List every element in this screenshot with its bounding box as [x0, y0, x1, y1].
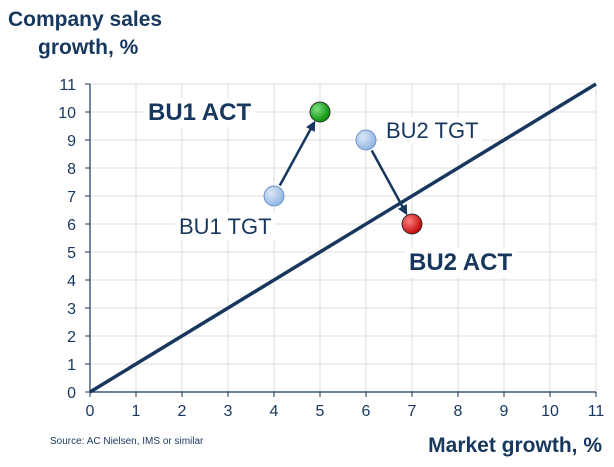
label-background: [175, 213, 276, 240]
x-tick-label: 6: [362, 403, 371, 420]
x-tick-label: 4: [270, 403, 279, 420]
y-tick-label: 2: [67, 329, 76, 346]
x-axis-title: Market growth, %: [428, 434, 602, 457]
y-tick-label: 6: [67, 217, 76, 234]
label-background: [405, 248, 517, 277]
y-tick-label: 1: [67, 357, 76, 374]
label-background: [382, 117, 483, 144]
y-tick-label: 10: [58, 105, 76, 122]
y-tick-label: 4: [67, 273, 76, 290]
point-bu1-tgt: [263, 185, 285, 207]
y-tick-label: 9: [67, 133, 76, 150]
x-tick-label: 2: [178, 403, 187, 420]
point-bu1-act: [309, 101, 331, 123]
x-tick-label: 9: [500, 403, 509, 420]
x-tick-label: 5: [316, 403, 325, 420]
axes: 0 1 2 3 4 5 6 7 8 9 10 11 0 1 2 3 4 5 6 7 8 9 10 11: [58, 77, 604, 420]
x-tick-label: 0: [86, 403, 95, 420]
y-axis-title: Company sales growth, %: [8, 6, 208, 62]
x-tick-label: 10: [541, 403, 559, 420]
x-tick-label: 3: [224, 403, 233, 420]
label-bu1-act: BU1 ACT: [148, 99, 251, 126]
trend-arrow: [278, 120, 316, 187]
grid: [89, 83, 597, 393]
arrows-layer: [278, 120, 408, 216]
x-tick-label: 7: [408, 403, 417, 420]
x-tick-label: 11: [588, 403, 605, 420]
label-bu2-act: BU2 ACT: [409, 249, 512, 276]
reference-line-layer: [89, 82, 597, 394]
label-bu2-tgt: BU2 TGT: [386, 118, 479, 143]
trend-arrow: [370, 149, 408, 216]
labels-layer: BU1 TGT BU1 ACT BU2 TGT BU2 ACT: [144, 98, 517, 277]
x-tick-label: 1: [132, 403, 141, 420]
label-background: [144, 98, 256, 127]
label-bu1-tgt: BU1 TGT: [179, 214, 272, 239]
y-axis-title-line1: Company sales: [8, 8, 163, 31]
points-layer: [263, 101, 423, 235]
source-note: Source: AC Nielsen, IMS or similar: [50, 436, 204, 447]
x-tick-label: 8: [454, 403, 463, 420]
y-tick-label: 7: [67, 189, 76, 206]
reference-diagonal-line: [89, 82, 597, 394]
y-axis-title-line2: growth, %: [38, 36, 139, 59]
y-tick-label: 3: [67, 301, 76, 318]
y-tick-label: 5: [67, 245, 76, 262]
y-tick-label: 11: [59, 77, 76, 94]
point-bu2-tgt: [355, 129, 377, 151]
y-tick-label: 0: [67, 385, 76, 402]
y-tick-label: 8: [67, 161, 76, 178]
point-bu2-act: [401, 213, 423, 235]
